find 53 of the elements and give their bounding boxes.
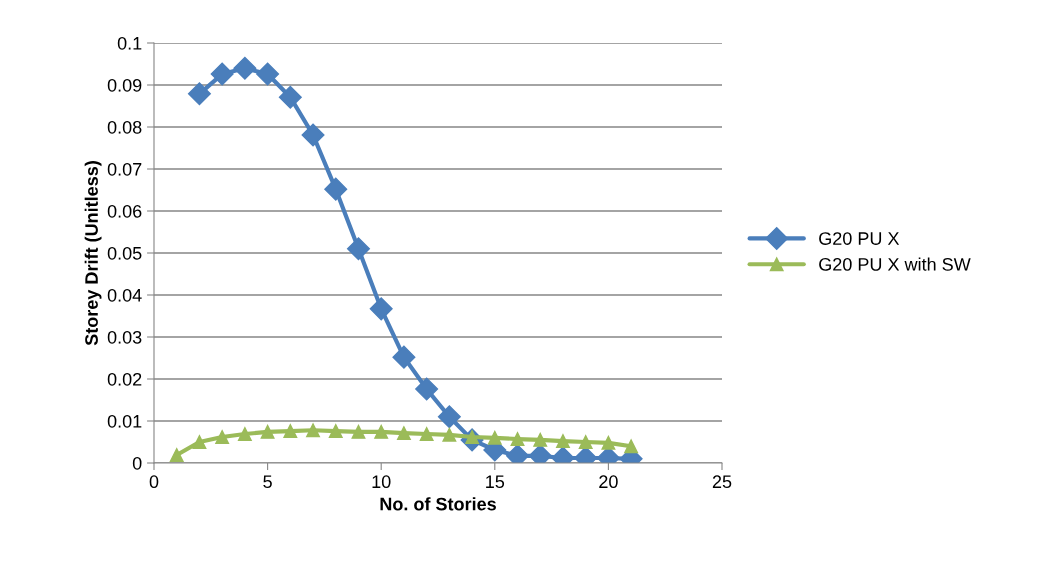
point: [415, 377, 439, 401]
point: [301, 123, 325, 147]
point: [346, 237, 370, 261]
legend-label: G20 PU X with SW: [819, 257, 971, 271]
point: [624, 439, 639, 454]
point: [169, 448, 184, 462]
y-tick-label: 0.06: [107, 204, 142, 218]
point: [306, 423, 320, 438]
point: [283, 424, 298, 439]
y-tick-label: 0.08: [107, 120, 142, 134]
x-tick-label: 20: [599, 475, 618, 489]
point: [278, 85, 302, 109]
point: [324, 177, 348, 201]
point: [601, 435, 616, 450]
point: [328, 424, 343, 439]
x-axis-title: No. of Stories: [380, 497, 496, 511]
legend-label: G20 PU X: [819, 232, 900, 245]
point: [374, 424, 389, 439]
point: [578, 435, 593, 449]
point: [187, 82, 211, 106]
y-tick-label: 0: [132, 456, 142, 470]
point: [237, 427, 252, 441]
y-tick-label: 0.1: [117, 36, 142, 50]
point: [256, 62, 280, 86]
x-tick-label: 0: [149, 475, 159, 489]
y-tick-label: 0.05: [107, 246, 142, 260]
y-tick-label: 0.02: [107, 372, 142, 386]
point: [369, 297, 393, 321]
point: [260, 424, 275, 439]
point: [533, 432, 548, 447]
y-tick-label: 0.03: [107, 330, 142, 344]
y-tick-label: 0.09: [107, 78, 142, 92]
point: [192, 435, 207, 449]
point: [233, 56, 257, 80]
point: [419, 427, 434, 441]
y-tick-label: 0.01: [107, 414, 142, 428]
y-tick-label: 0.07: [107, 162, 142, 176]
point: [392, 345, 416, 369]
point: [215, 430, 230, 444]
point: [351, 424, 366, 439]
x-tick-label: 25: [712, 475, 732, 489]
y-tick-label: 0.04: [107, 288, 142, 302]
x-tick-label: 10: [372, 475, 391, 489]
point: [487, 430, 502, 445]
point: [210, 62, 234, 86]
point: [396, 426, 411, 441]
y-axis-title: Storey Drift (Unitless): [84, 161, 102, 346]
point: [556, 434, 570, 449]
point: [437, 405, 461, 429]
point: [442, 427, 457, 442]
x-tick-label: 15: [486, 475, 505, 489]
point: [510, 432, 525, 447]
x-tick-label: 5: [263, 475, 272, 489]
